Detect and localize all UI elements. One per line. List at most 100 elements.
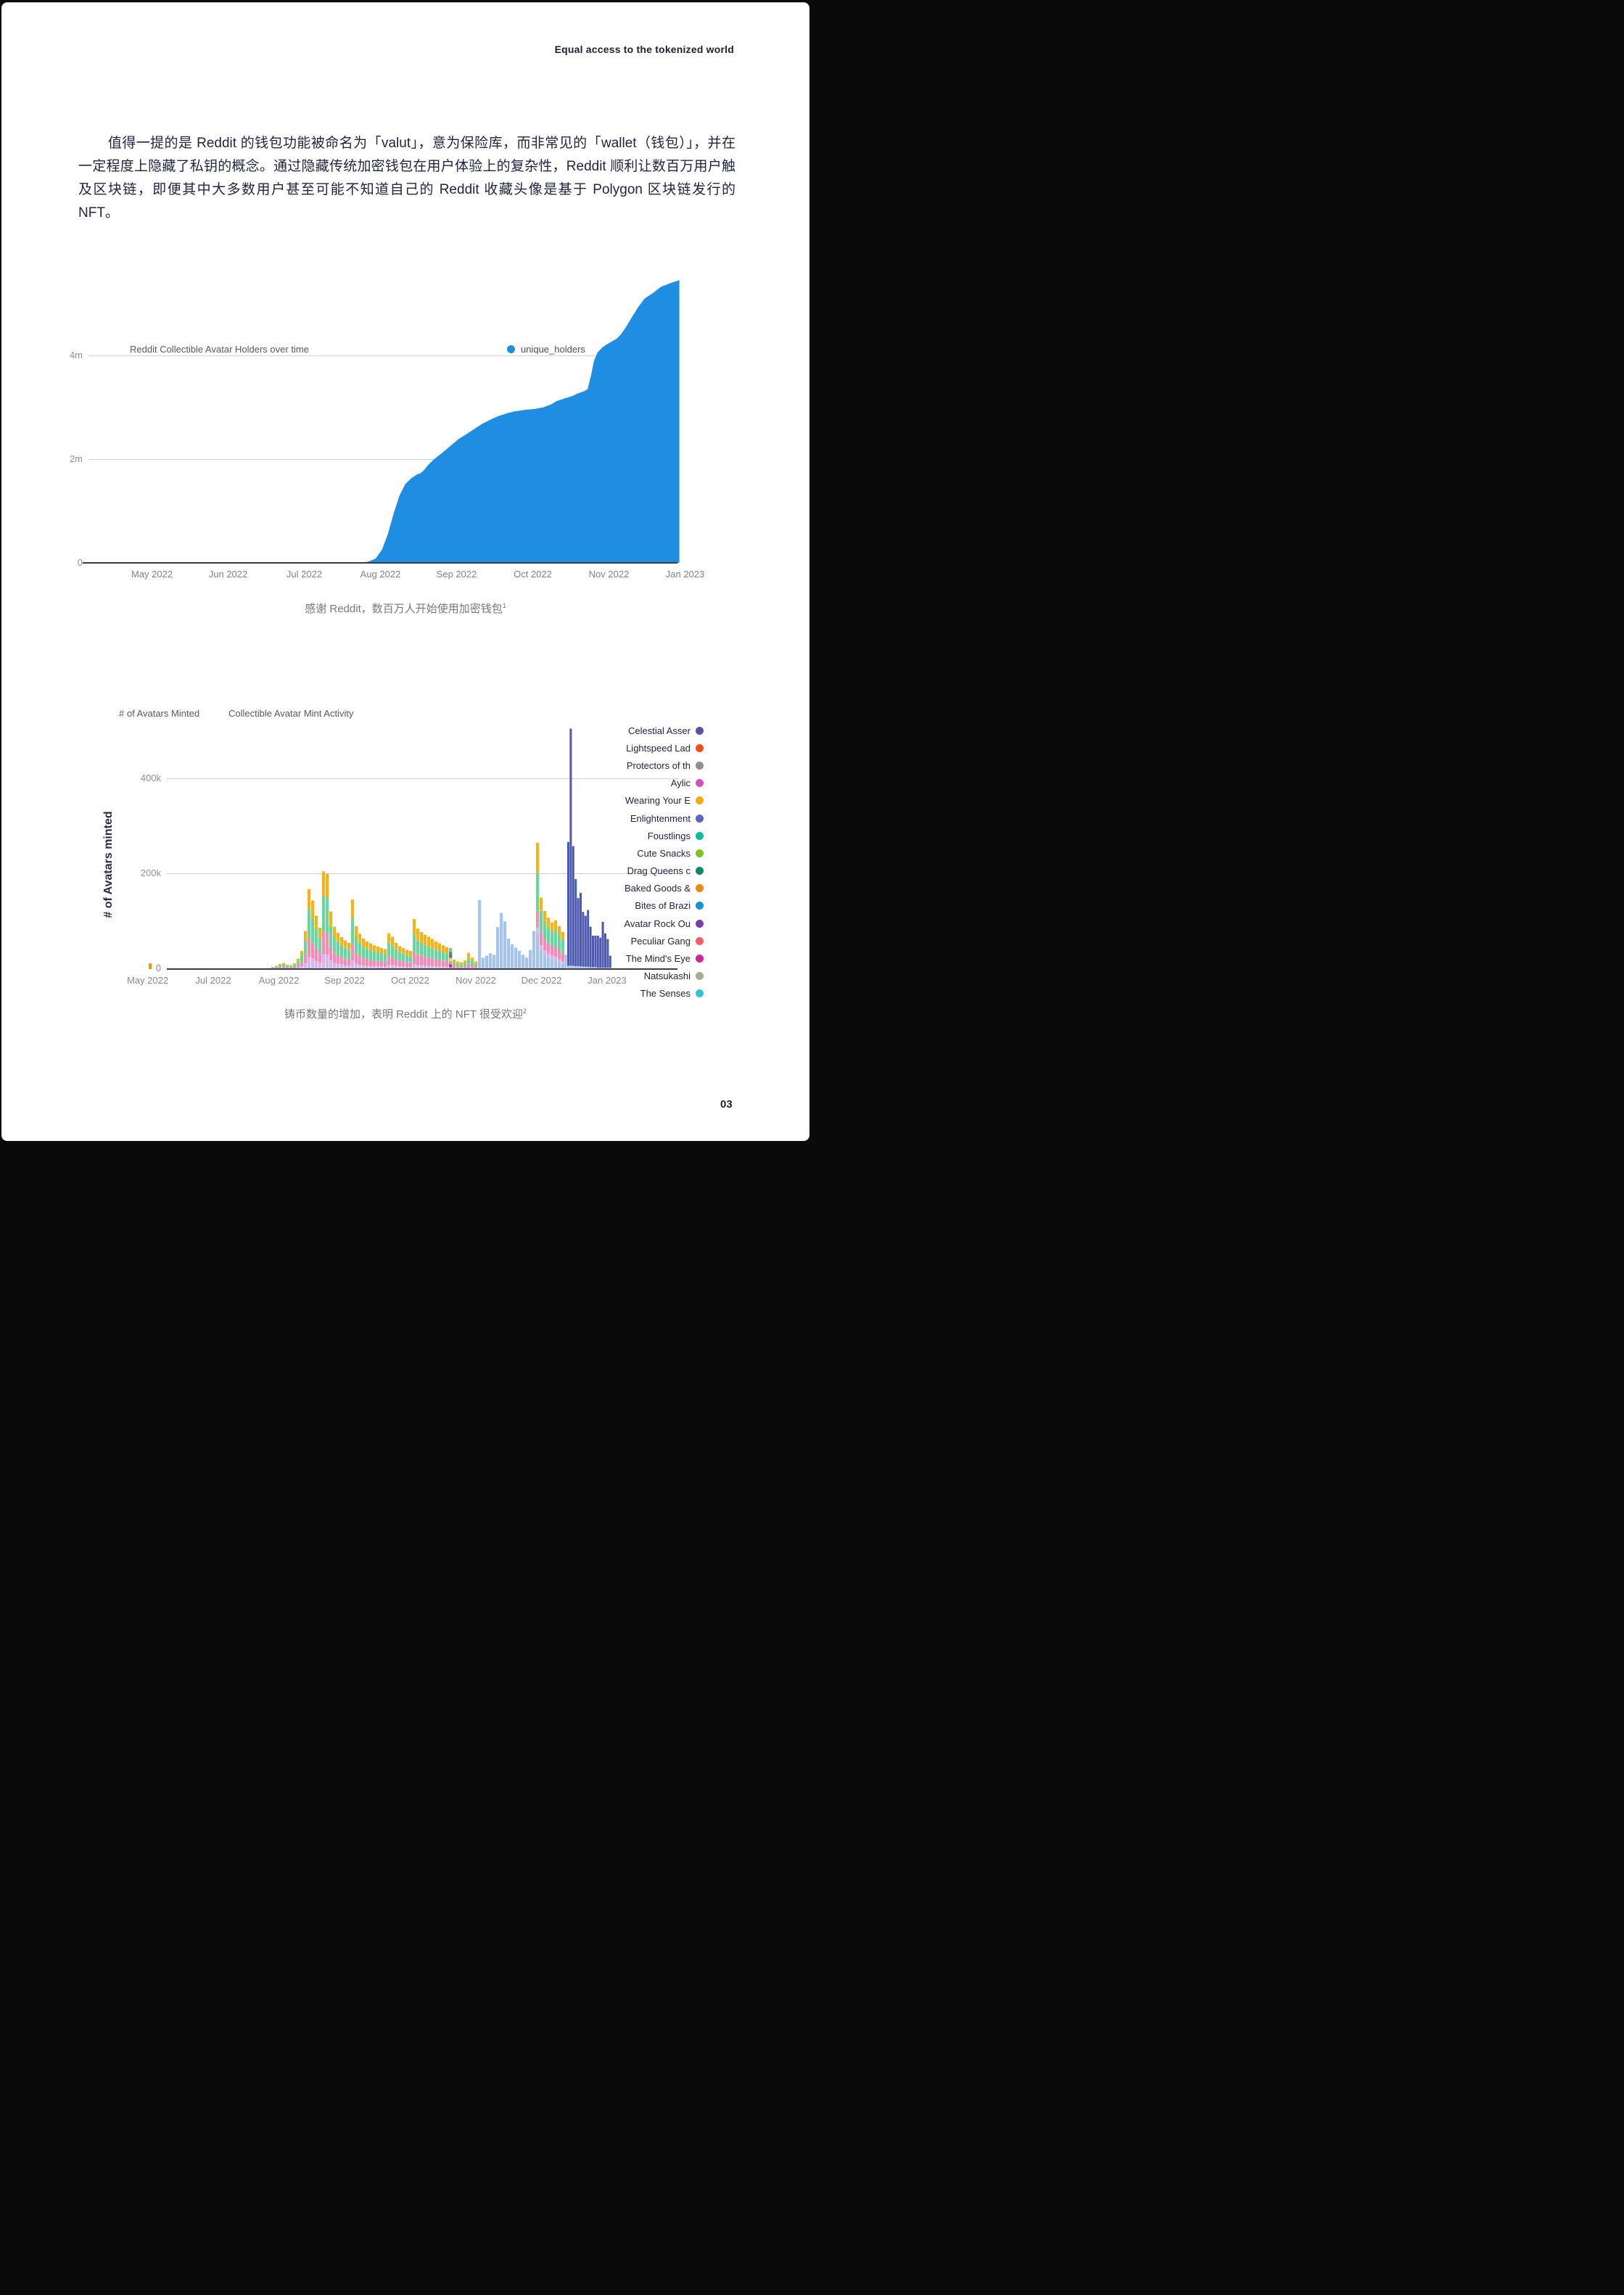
y-tick-2m: 2m [69, 453, 83, 464]
bar-segment [416, 941, 420, 955]
x-tick-label: Dec 2022 [521, 975, 562, 986]
bar-segment [547, 918, 551, 928]
bar-segment [362, 939, 366, 947]
bar-segment [589, 926, 592, 968]
bar-segment [589, 967, 592, 969]
bar-segment [551, 959, 554, 969]
x-tick-label: Jul 2022 [195, 975, 231, 986]
bar-segment [543, 950, 547, 955]
bar-segment [536, 843, 540, 873]
bar-segment [311, 942, 315, 959]
y-tick-400k: 400k [140, 772, 161, 783]
bar-segment [471, 965, 474, 968]
bar-segment [456, 963, 460, 967]
bar-segment [572, 846, 574, 966]
bar-segment [564, 955, 567, 969]
legend-item: Foustlings [648, 827, 704, 844]
bar-segment [300, 966, 304, 969]
bar-segment [453, 962, 456, 966]
bar-segment [431, 966, 434, 969]
bar-segment [369, 966, 373, 969]
bar-segment [304, 955, 308, 964]
bar-segment [322, 931, 326, 955]
bar-segment [463, 966, 467, 968]
bar-segment [376, 960, 380, 966]
bar-segment [445, 966, 449, 969]
bar-segment [297, 965, 300, 968]
bar-segment [344, 948, 347, 960]
bar-segment [282, 966, 286, 968]
bar-segment [369, 943, 373, 950]
legend-item: Bites of Brazi [635, 897, 704, 915]
bar-segment [540, 949, 543, 969]
bar-segment [424, 956, 427, 966]
bar-segment [405, 962, 409, 967]
bar-segment [543, 920, 547, 939]
bar-segment [304, 940, 308, 955]
bar-segment [271, 967, 275, 969]
legend-label: Peculiar Gang [630, 935, 691, 947]
bar-segment [322, 895, 326, 932]
bar-segment [384, 949, 387, 955]
x-tick-label: Aug 2022 [360, 569, 401, 580]
bar-segment [561, 964, 565, 969]
bar-segment [409, 967, 413, 969]
bar-segment [409, 962, 413, 968]
bar-segment [471, 957, 474, 962]
bar-segment [489, 953, 492, 969]
bar-segment [355, 937, 358, 954]
bar-segment [387, 933, 391, 943]
bar-segment [344, 965, 347, 969]
bar-segment [543, 910, 547, 921]
page-number: 03 [720, 1098, 733, 1111]
bar-segment [467, 963, 471, 968]
bar-segment [384, 962, 387, 967]
bar-segment [554, 960, 558, 969]
gridline-400k [167, 778, 679, 779]
bar-segment [326, 933, 329, 955]
document-page: Equal access to the tokenized world 值得一提… [1, 2, 809, 1141]
bar-segment [492, 955, 496, 969]
legend-label: Natsukashi [643, 971, 691, 982]
x-tick-label: Jul 2022 [286, 569, 323, 580]
bar-segment [308, 889, 311, 910]
legend-dot [696, 919, 704, 928]
bar-segment [311, 900, 315, 918]
x-tick-label: Jan 2023 [588, 975, 627, 986]
bar-segment [395, 942, 398, 950]
x-tick-label: May 2022 [126, 975, 169, 986]
bar-segment [485, 955, 489, 968]
bar-segment [380, 966, 384, 969]
legend-item: Cute Snacks [637, 844, 704, 862]
bar-segment [449, 959, 453, 962]
bar-segment [387, 956, 391, 965]
legend-label: Aylic [670, 778, 691, 789]
mint-chart-axis-title: # of Avatars Minted [119, 708, 200, 719]
bar-segment [351, 944, 355, 961]
legend-dot [696, 726, 704, 735]
bar-segment [449, 965, 453, 968]
x-tick-label: Sep 2022 [436, 569, 477, 580]
legend-item: Aylic [671, 775, 704, 792]
legend-dot [696, 796, 704, 805]
bar-segment [315, 948, 318, 961]
legend-dot [696, 867, 704, 875]
bar-segment [536, 927, 540, 934]
caption-footnote-ref: 2 [522, 1008, 527, 1015]
bar-segment [558, 959, 561, 963]
bar-segment [315, 928, 318, 949]
bar-segment [543, 939, 547, 951]
bar-segment [318, 927, 322, 939]
bar-segment [456, 966, 460, 968]
bar-segment [391, 936, 395, 946]
bar-segment [434, 941, 438, 950]
bar-segment [558, 962, 561, 969]
bar-segment [347, 965, 351, 969]
bar-segment [551, 955, 554, 960]
bar-segment [587, 966, 590, 968]
legend-dot [696, 814, 704, 823]
bar-segment [434, 949, 438, 960]
legend-dot [696, 761, 704, 770]
bar-segment [449, 964, 453, 966]
bar-segment [442, 966, 445, 969]
